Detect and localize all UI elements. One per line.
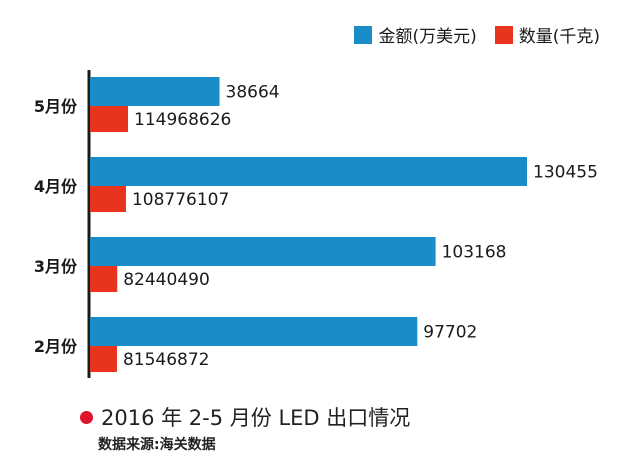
data-label-amount: 103168 — [442, 243, 507, 263]
legend: 金额(万美元) 数量(千克) — [354, 22, 600, 47]
data-label-amount: 130455 — [533, 163, 598, 183]
bar-amount — [90, 237, 436, 266]
category-label: 5月份 — [34, 97, 78, 116]
bar-quantity — [90, 266, 118, 292]
data-label-amount: 97702 — [423, 323, 477, 343]
chart-title: 2016 年 2-5 月份 LED 出口情况 — [101, 406, 411, 430]
bar-amount — [90, 317, 418, 346]
caption-dot-icon — [80, 410, 93, 424]
legend-label-amount: 金额(万美元) — [378, 27, 477, 47]
data-label-quantity: 81546872 — [123, 350, 210, 370]
legend-swatch-quantity — [494, 25, 513, 44]
chart-caption: 2016 年 2-5 月份 LED 出口情况 — [80, 402, 410, 432]
data-label-amount: 38664 — [226, 83, 280, 103]
category-label: 2月份 — [34, 337, 78, 356]
bar-amount — [90, 157, 527, 186]
bar-amount — [90, 77, 220, 106]
legend-swatch-amount — [354, 25, 373, 44]
data-label-quantity: 114968626 — [134, 110, 231, 130]
data-label-quantity: 108776107 — [132, 190, 229, 210]
data-source: 数据来源:海关数据 — [98, 437, 216, 453]
legend-label-quantity: 数量(千克) — [518, 27, 600, 47]
legend-item-quantity: 数量(千克) — [494, 22, 600, 47]
data-label-quantity: 82440490 — [123, 270, 210, 290]
category-label: 4月份 — [34, 177, 78, 196]
bar-quantity — [90, 106, 128, 132]
legend-item-amount: 金额(万美元) — [354, 22, 477, 47]
category-label: 3月份 — [34, 257, 78, 276]
bar-quantity — [90, 346, 117, 372]
bar-quantity — [90, 186, 126, 212]
